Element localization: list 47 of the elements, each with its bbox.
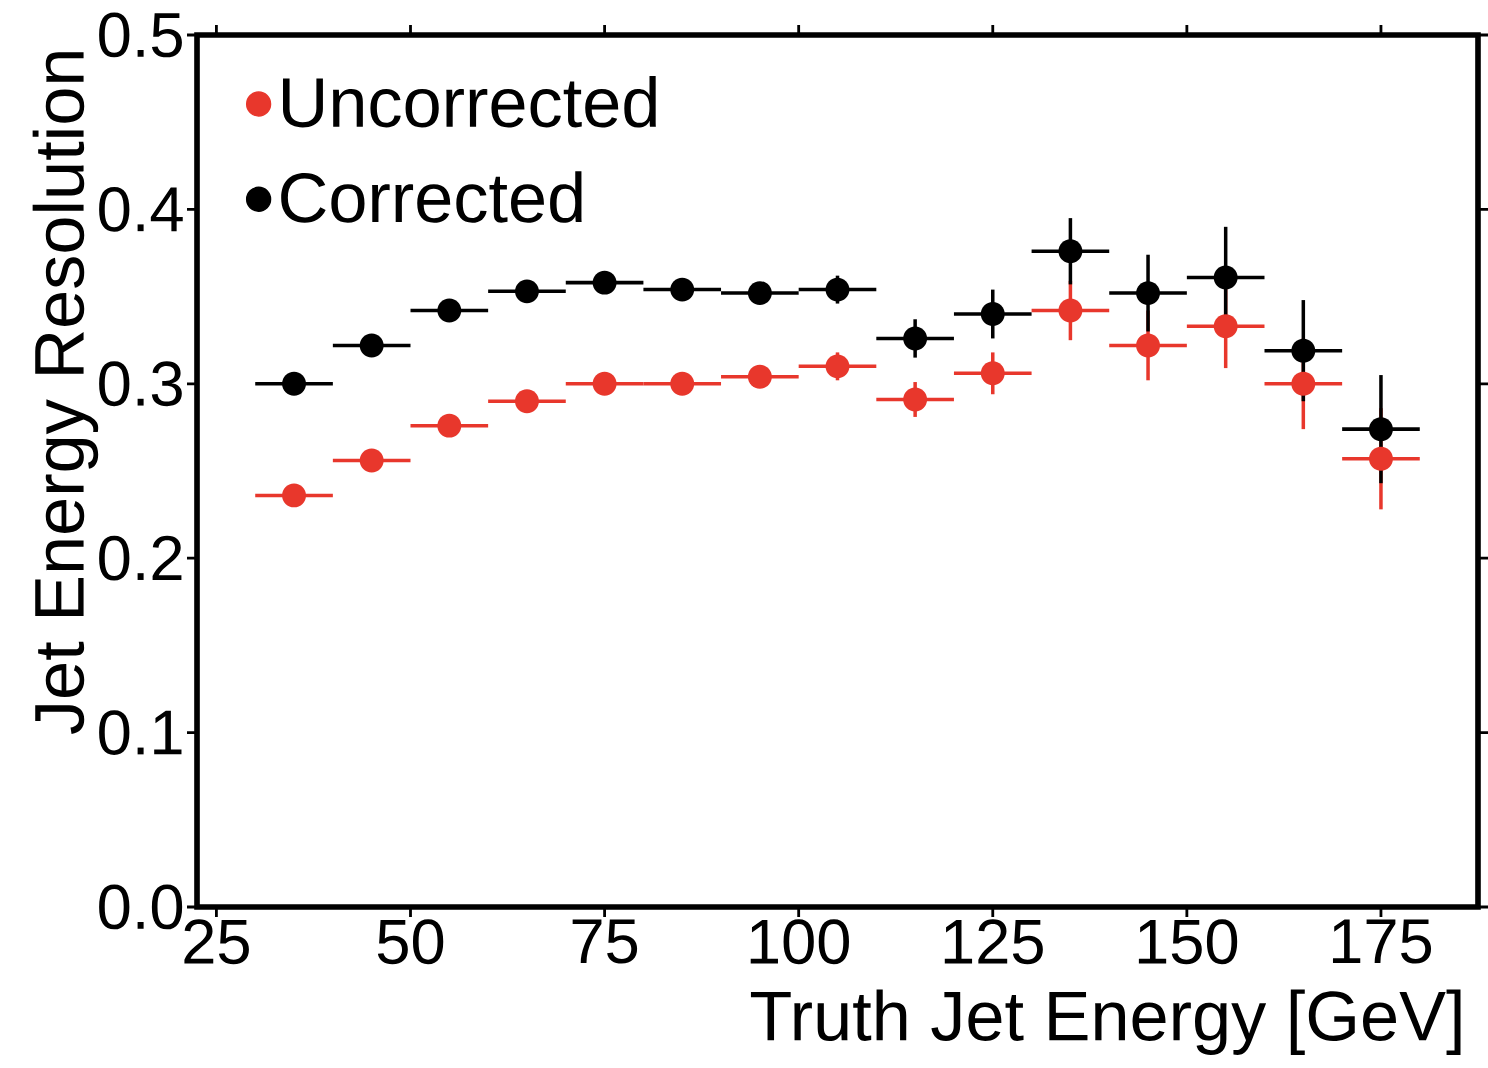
point — [1136, 333, 1160, 358]
point — [980, 361, 1005, 386]
point — [1291, 371, 1316, 396]
y-tick-label: 0.1 — [99, 710, 182, 755]
point — [1368, 417, 1393, 442]
point — [1291, 338, 1316, 363]
x-tick-label: 100 — [750, 919, 849, 965]
y-tick-label: 0.3 — [99, 361, 182, 407]
point — [980, 302, 1005, 326]
point — [1136, 281, 1160, 306]
point — [282, 483, 306, 508]
point — [1058, 239, 1083, 264]
x-tick-label: 175 — [1332, 919, 1432, 964]
point — [825, 354, 850, 379]
point — [437, 298, 462, 323]
point — [903, 326, 928, 351]
point — [903, 387, 928, 412]
y-tick-label: 0.4 — [99, 186, 183, 232]
x-tick-label: 50 — [377, 919, 444, 965]
y-tick-label: 0.5 — [99, 12, 182, 58]
y-tick-label: 0.2 — [99, 535, 182, 581]
x-tick-label: 75 — [572, 919, 638, 964]
point — [437, 413, 462, 438]
point — [747, 281, 772, 306]
x-tick-label: 25 — [184, 919, 249, 965]
point — [359, 448, 384, 473]
point — [747, 364, 772, 389]
point — [670, 277, 695, 302]
point — [282, 371, 306, 396]
point — [1368, 446, 1393, 471]
legend-label: Corrected — [281, 171, 582, 223]
point — [670, 371, 695, 396]
point — [1213, 314, 1238, 339]
x-axis-title: Truth Jet Energy [GeV] — [750, 989, 1461, 1055]
point — [515, 389, 539, 414]
point — [592, 371, 617, 396]
y-axis-title: Jet Energy Resolution — [32, 52, 99, 734]
y-tick-label: 0.0 — [99, 884, 183, 930]
point — [592, 270, 617, 295]
point — [1213, 265, 1238, 290]
x-tick-label: 125 — [944, 919, 1043, 965]
x-tick-label: 150 — [1138, 919, 1238, 965]
point — [825, 277, 850, 302]
point — [359, 333, 384, 358]
point — [515, 279, 539, 304]
legend-label: Uncorrected — [283, 75, 656, 128]
point — [1058, 298, 1083, 323]
